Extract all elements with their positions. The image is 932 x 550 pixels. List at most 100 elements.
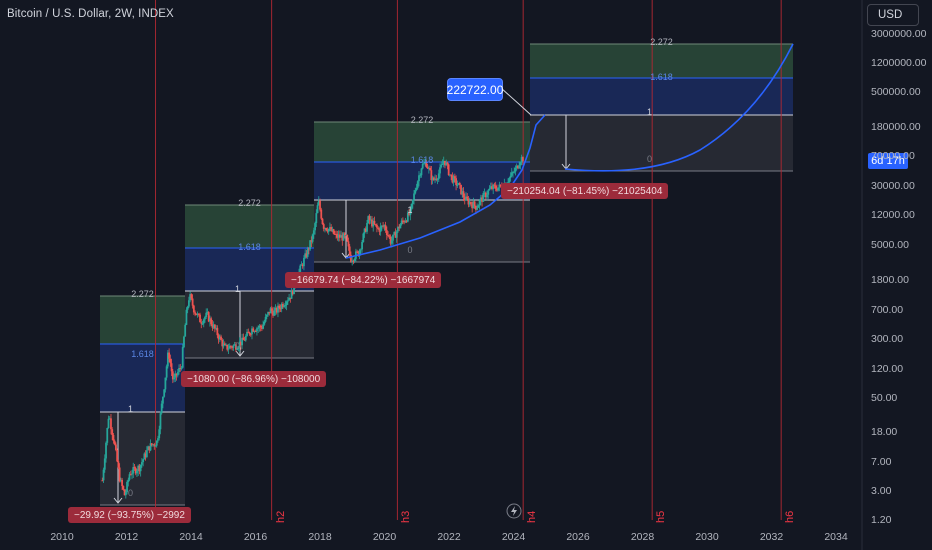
candle-body: [312, 230, 315, 235]
candle-body: [487, 190, 490, 195]
candle-body: [382, 225, 385, 227]
candle-body: [325, 228, 328, 231]
drawdown-label: −1080.00 (−86.96%) −108000: [181, 371, 327, 387]
candle-body: [371, 219, 373, 227]
candle-body: [458, 183, 461, 185]
candle-body: [291, 290, 294, 295]
candle-body: [119, 479, 122, 482]
candle-body: [494, 185, 497, 189]
candle-body: [465, 196, 467, 201]
x-axis-tick-label: 2016: [243, 531, 268, 543]
fib-label-1: 1: [646, 107, 653, 117]
candle-body: [468, 201, 471, 205]
candle-body: [496, 188, 498, 191]
candle-body: [293, 282, 295, 295]
candle-body: [397, 226, 399, 232]
fib-label-1: 1: [127, 404, 134, 414]
candle-body: [420, 168, 423, 176]
candle-body: [368, 216, 371, 221]
candle-body: [415, 187, 418, 191]
drawdown-label: −16679.74 (−84.22%) −1667974: [285, 272, 442, 288]
candle-body: [145, 450, 148, 458]
candle-body: [447, 164, 450, 176]
candle-body: [348, 246, 351, 255]
candle-body: [473, 201, 476, 206]
symbol-title[interactable]: Bitcoin / U.S. Dollar, 2W, INDEX: [7, 8, 174, 20]
fib-label-1618: 1.618: [131, 349, 154, 359]
candle-body: [247, 331, 250, 333]
candle-body: [509, 175, 512, 178]
candle-body: [303, 257, 305, 267]
candle-body: [508, 177, 511, 183]
candle-body: [168, 352, 171, 359]
candle-body: [384, 225, 387, 231]
candle-body: [374, 224, 377, 226]
candle-body: [113, 440, 116, 445]
candle-body: [137, 465, 140, 471]
candle-body: [385, 230, 388, 235]
fib-label-1618: 1.618: [650, 72, 673, 82]
candle-body: [414, 190, 417, 194]
candle-body: [280, 304, 283, 309]
candle-body: [201, 323, 204, 325]
candle-body: [326, 230, 329, 232]
candle-body: [221, 339, 224, 347]
candle-body: [512, 172, 514, 174]
x-axis-tick-label: 2014: [179, 531, 203, 543]
candle-body: [471, 204, 474, 209]
y-axis-tick-label: 3.00: [871, 485, 892, 497]
candle-body: [102, 469, 105, 481]
candle-body: [264, 316, 267, 322]
candle-body: [347, 241, 350, 247]
candle-body: [359, 249, 362, 251]
candle-body: [115, 444, 117, 451]
candle-body: [159, 413, 162, 430]
candle-body: [460, 184, 462, 195]
candle-body: [249, 334, 252, 336]
candle-body: [126, 481, 128, 493]
candle-body: [315, 213, 318, 224]
candle-body: [103, 458, 106, 470]
callout-leader-line: [500, 87, 532, 116]
candle-body: [139, 464, 142, 472]
candle-body: [157, 438, 159, 441]
candle-body: [180, 367, 183, 369]
candle-body: [322, 224, 325, 229]
candle-body: [445, 162, 448, 166]
candle-body: [259, 325, 262, 328]
candle-body: [228, 345, 231, 349]
x-axis-tick-label: 2020: [372, 531, 397, 543]
candle-body: [112, 435, 115, 441]
price-callout-label[interactable]: 222722.00: [447, 78, 503, 101]
lightning-icon-bolt: [511, 506, 517, 516]
candle-body: [476, 207, 479, 210]
candle-body: [378, 228, 381, 232]
candle-body: [133, 467, 136, 469]
candle-body: [140, 462, 143, 465]
candle-body: [429, 167, 432, 171]
candle-body: [481, 197, 483, 202]
drawdown-arrow-head: [113, 497, 123, 504]
candle-body: [251, 328, 253, 335]
candle-body: [521, 157, 524, 161]
y-axis-tick-label: 300.00: [871, 333, 904, 345]
candle-body: [124, 492, 127, 496]
candle-body: [222, 343, 225, 347]
fib-label-2272: 2.272: [410, 115, 434, 125]
currency-button[interactable]: USD: [867, 4, 919, 26]
candle-body: [164, 377, 167, 390]
candle-body: [169, 358, 172, 364]
candle-body: [256, 328, 258, 332]
fib-extension-zone-green: [314, 122, 530, 162]
candle-body: [399, 224, 402, 229]
candle-body: [111, 429, 114, 436]
candle-body: [268, 311, 271, 314]
candle-body: [269, 308, 272, 314]
candle-body: [457, 183, 460, 185]
candle-body: [210, 318, 213, 325]
candle-body: [446, 162, 449, 165]
candle-body: [406, 212, 409, 222]
candle-body: [263, 321, 266, 325]
candle-body: [488, 188, 491, 191]
candle-body: [499, 184, 502, 187]
